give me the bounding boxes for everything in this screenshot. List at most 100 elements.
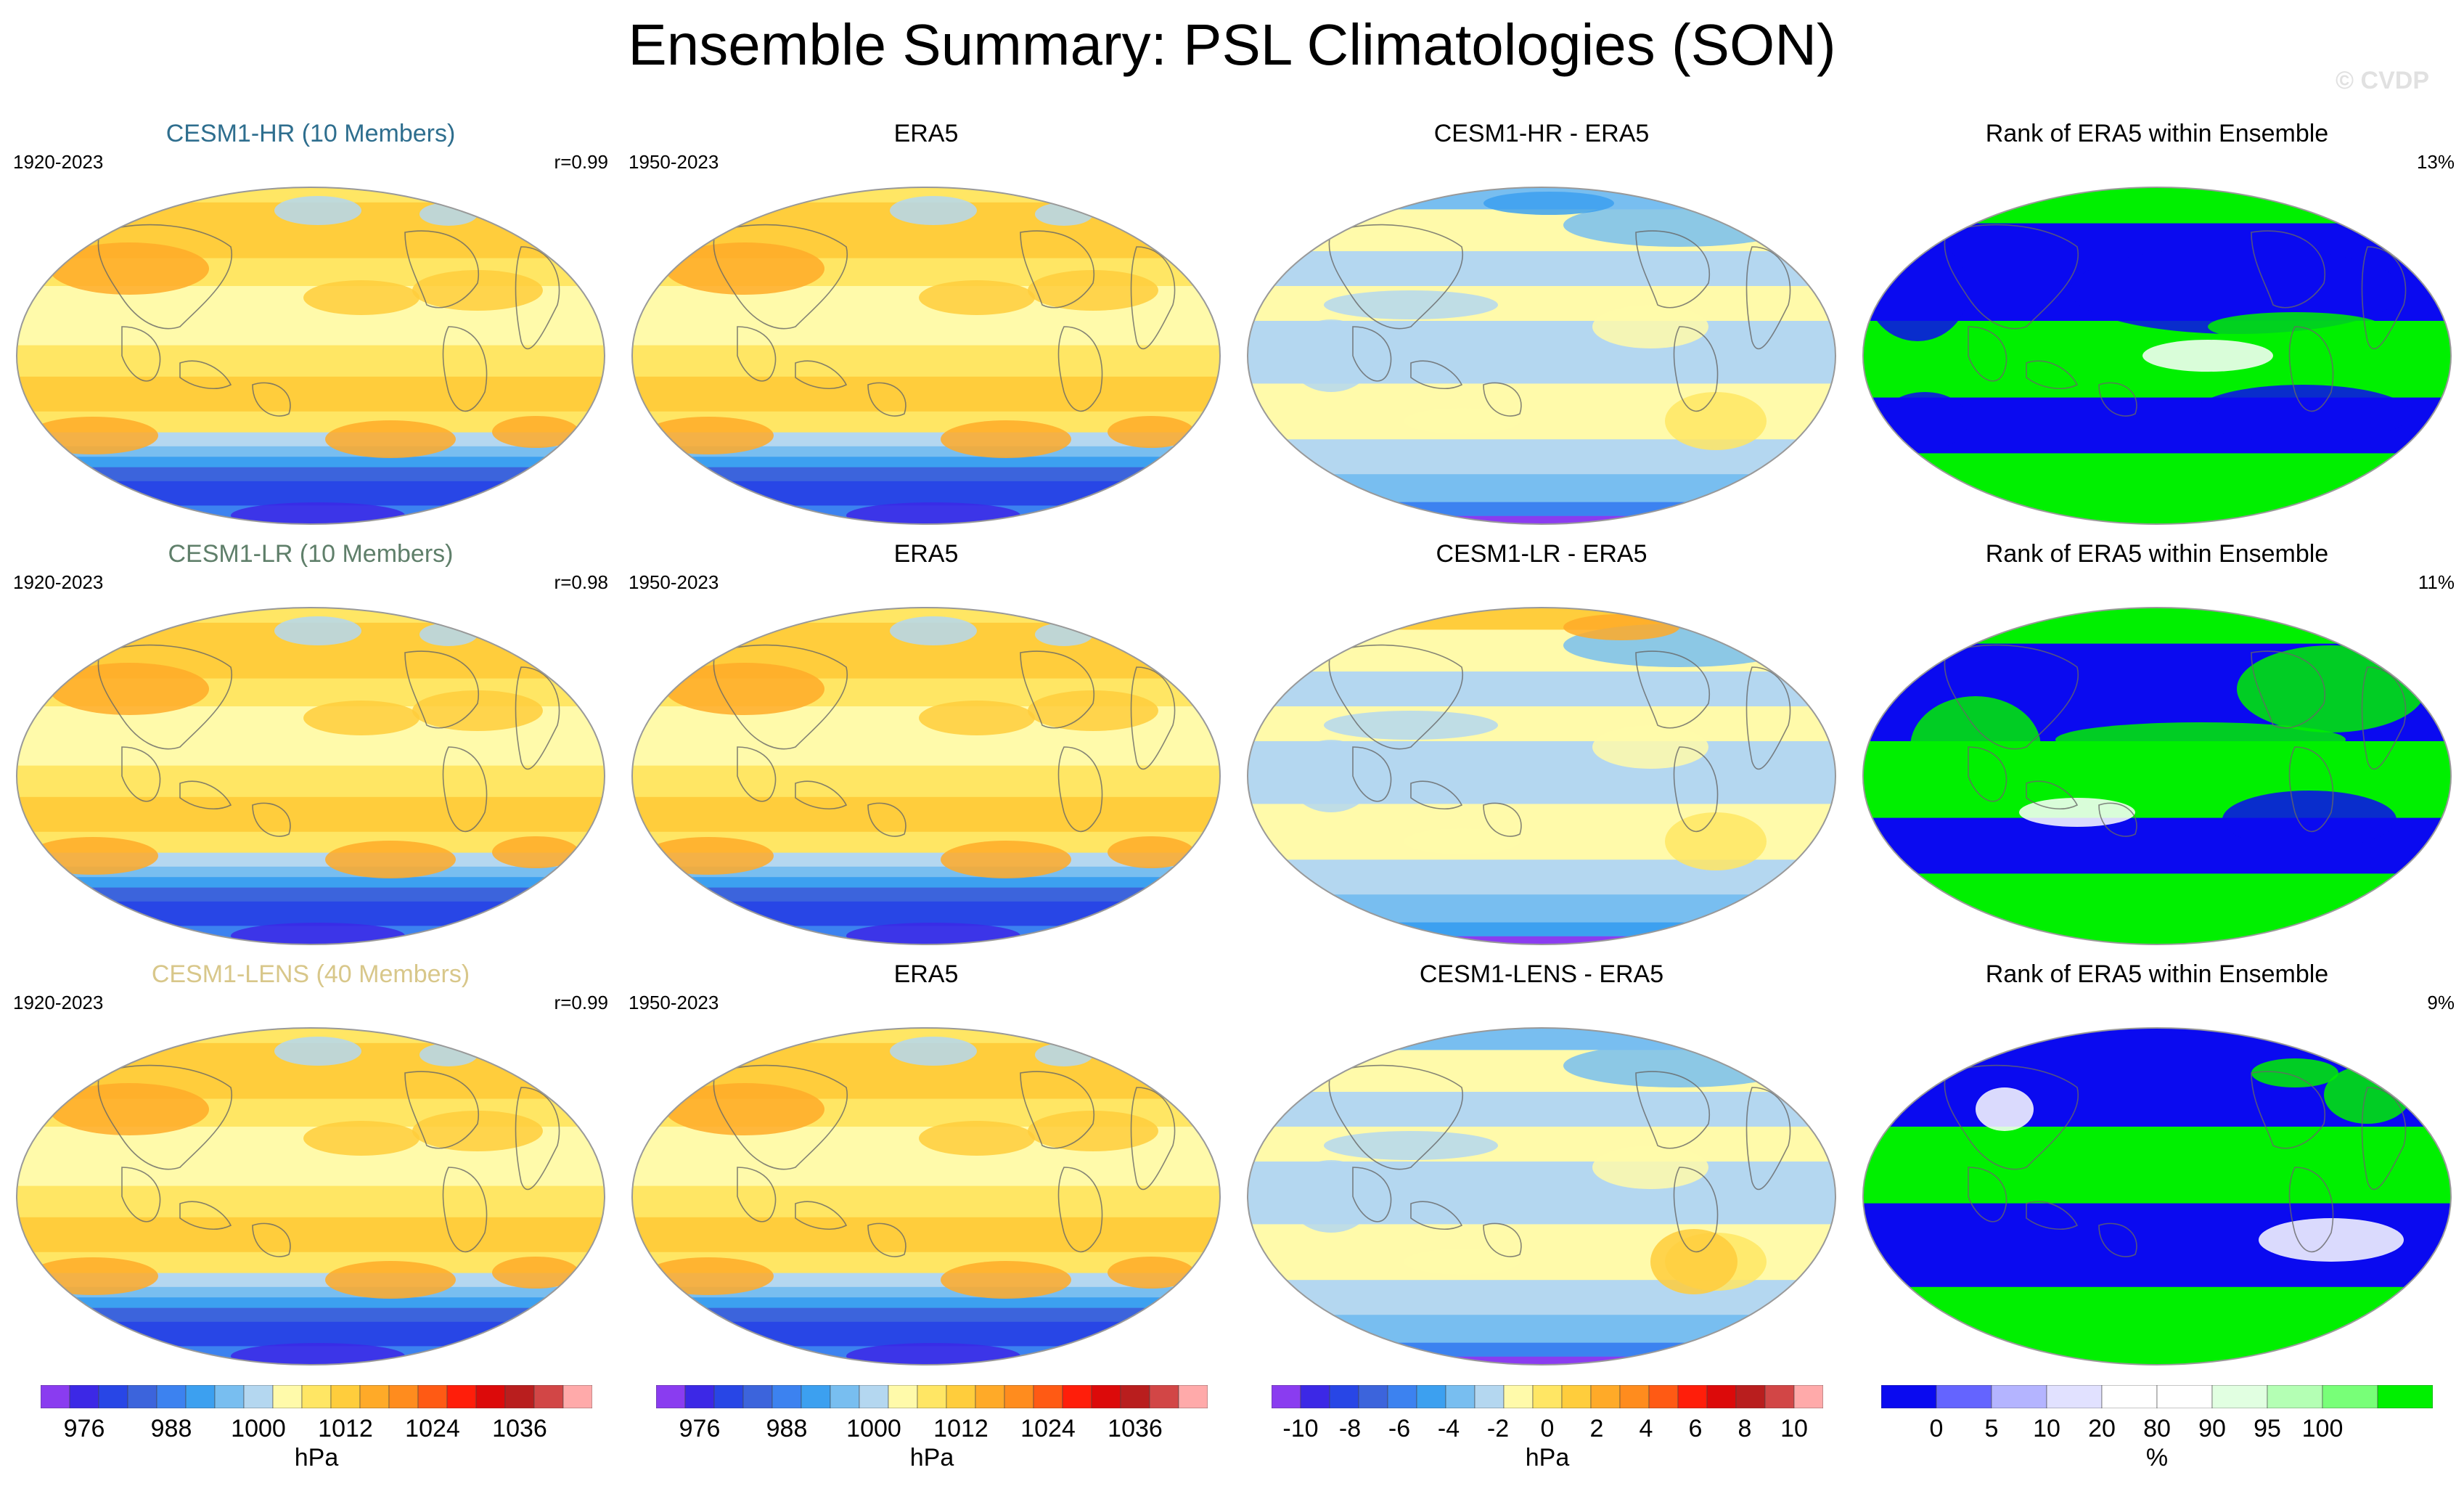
coastline — [1944, 1064, 2079, 1170]
coastline — [713, 644, 848, 750]
colorbar-swatch — [214, 1385, 245, 1408]
colorbar-swatch — [1503, 1385, 1534, 1408]
coastline — [795, 1201, 848, 1230]
contour-feature — [1324, 1131, 1498, 1160]
coastline — [97, 644, 233, 750]
map-band — [17, 376, 605, 412]
contour-feature — [1867, 240, 1968, 341]
coastline — [2251, 650, 2326, 729]
map-band — [632, 887, 1220, 902]
colorbar-tick-label: 988 — [766, 1415, 808, 1442]
panel-period-label: 1920-2023 — [13, 151, 104, 173]
coastline — [713, 224, 848, 330]
contour-feature — [643, 417, 774, 454]
map-band — [1248, 629, 1835, 672]
colorbar-tick-label: -2 — [1486, 1415, 1510, 1442]
map-boundary — [16, 1027, 605, 1365]
contour-feature — [412, 270, 543, 311]
map-band — [1248, 1028, 1835, 1051]
coastline — [252, 802, 291, 837]
map-band — [1248, 209, 1835, 252]
colorbar-swatch — [1178, 1385, 1208, 1408]
map-plot — [631, 607, 1221, 945]
map-boundary — [1862, 1027, 2452, 1365]
coastline — [515, 1087, 560, 1191]
map-band — [632, 877, 1220, 889]
colorbar: -10 -8 -6 -4 -2 0 2 4 6 8 10 hPa — [1272, 1385, 1823, 1472]
colorbar-tick-label: 6 — [1688, 1415, 1703, 1442]
coastline — [1352, 746, 1392, 802]
map-boundary — [631, 607, 1221, 945]
map-band — [632, 765, 1220, 798]
map-band — [1248, 671, 1835, 707]
colorbar-tick-label: 1036 — [492, 1415, 547, 1442]
contour-feature — [665, 242, 824, 295]
colorbar-unit: hPa — [909, 1444, 954, 1471]
colorbar-swatch — [946, 1385, 976, 1408]
coastline — [1410, 1201, 1463, 1230]
map-band — [1248, 1092, 1835, 1127]
colorbar-swatch — [69, 1385, 99, 1408]
panel-title: CESM1-LENS - ERA5 — [1419, 960, 1664, 988]
coastline — [1352, 326, 1392, 382]
coastline — [2251, 1071, 2326, 1149]
colorbar-swatch — [1474, 1385, 1505, 1408]
colorbar-swatches — [656, 1385, 1208, 1408]
contour-feature — [274, 196, 361, 225]
colorbar-swatches — [41, 1385, 592, 1408]
colorbar-tick-label: 2 — [1589, 1415, 1604, 1442]
colorbar-swatch — [656, 1385, 686, 1408]
map-band — [632, 1286, 1220, 1299]
contour-feature — [1108, 416, 1195, 448]
panel-title: CESM1-LENS (40 Members) — [151, 960, 470, 988]
coastline — [1020, 650, 1095, 729]
coastline — [404, 230, 480, 309]
panel-stat-label: 9% — [2427, 992, 2455, 1013]
contour-feature — [28, 837, 158, 875]
map-band — [632, 467, 1220, 482]
coastline — [2098, 802, 2137, 837]
coastline — [1745, 666, 1791, 770]
map-band — [17, 1307, 605, 1323]
coastline — [1635, 650, 1711, 729]
cvdp-watermark: © CVDP — [2336, 67, 2429, 94]
coastline — [2288, 326, 2334, 412]
colorbar-swatch — [2211, 1385, 2268, 1408]
contour-feature — [2142, 340, 2273, 372]
colorbar-tick-label: 1012 — [933, 1415, 989, 1442]
colorbar-swatch — [1936, 1385, 1992, 1408]
colorbar-swatch — [1764, 1385, 1795, 1408]
map-band — [632, 345, 1220, 377]
contour-feature — [919, 701, 1035, 735]
colorbar-swatch — [1648, 1385, 1679, 1408]
map-band — [17, 1273, 605, 1288]
coastline — [1673, 1167, 1719, 1253]
contour-feature — [1563, 1044, 1796, 1087]
map-plot — [1862, 607, 2452, 945]
map-band — [17, 467, 605, 482]
colorbar-tick-label: -4 — [1437, 1415, 1460, 1442]
map-band — [1248, 1342, 1835, 1358]
contour-feature — [274, 1037, 361, 1066]
coastline — [121, 746, 161, 802]
map-panel: CESM1-LENS (40 Members) 1920-2023 r=0.99 — [13, 960, 608, 1377]
colorbar-tick-label: 988 — [150, 1415, 192, 1442]
panel-title: ERA5 — [893, 120, 959, 147]
colorbar-tick-label: 1024 — [1020, 1415, 1076, 1442]
coastline — [737, 746, 777, 802]
colorbar-tick-label: 1000 — [846, 1415, 901, 1442]
map-band — [17, 345, 605, 377]
panel-stat-label: 13% — [2416, 151, 2455, 173]
coastline — [515, 246, 560, 350]
colorbar-swatch — [2046, 1385, 2103, 1408]
contour-feature — [49, 663, 209, 715]
colorbar-swatch — [2322, 1385, 2378, 1408]
coastline — [2288, 746, 2334, 833]
contour-feature — [492, 1257, 579, 1289]
map-band — [17, 1297, 605, 1309]
map-band — [17, 877, 605, 889]
colorbar-swatch — [272, 1385, 303, 1408]
map-band — [17, 796, 605, 833]
contour-feature — [1976, 1138, 2266, 1182]
colorbar-swatch — [1149, 1385, 1179, 1408]
